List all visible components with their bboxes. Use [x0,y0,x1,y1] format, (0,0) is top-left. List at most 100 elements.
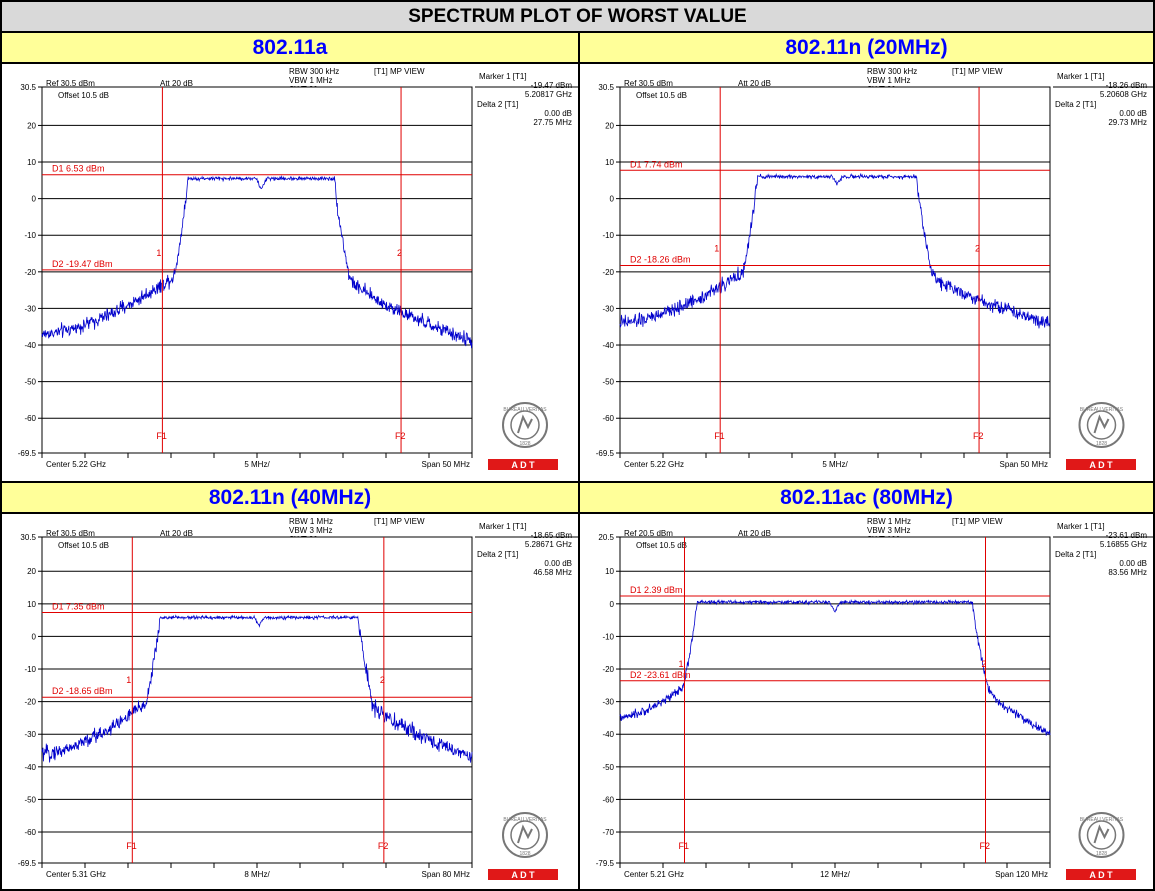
f1-label: F1 [126,841,137,851]
ref-label: Ref 20.5 dBm [624,529,673,538]
f2-label: F2 [395,431,406,441]
adt-badge-label: A D T [511,460,535,470]
logo-text: BUREAU VERITAS [1080,407,1124,413]
page-title: SPECTRUM PLOT OF WORST VALUE [2,2,1153,33]
marker1-label: Marker 1 [T1] [1057,522,1105,531]
span-label: Span 120 MHz [995,870,1048,879]
logo-text: BUREAU VERITAS [503,817,547,823]
d2-label: D2 -23.61 dBm [630,670,691,680]
y-tick-label: 30.5 [598,83,614,92]
rbw-label: RBW 1 MHz [867,517,911,526]
y-tick-label: -30 [602,698,614,707]
y-tick-label: -20 [24,268,36,277]
y-tick-label: -20 [602,665,614,674]
bureau-veritas-logo: BUREAU VERITAS 1828 [1078,812,1125,858]
y-tick-label: -50 [24,378,36,387]
y-tick-label: -69.5 [596,449,615,458]
d1-label: D1 6.53 dBm [52,164,105,174]
y-tick-label: -60 [24,414,36,423]
marker2-tag: 2 [975,243,980,253]
span-label: Span 50 MHz [422,460,470,469]
adt-badge [1066,869,1136,880]
delta2-freq: 83.56 MHz [1108,568,1147,577]
delta2-freq: 46.58 MHz [533,568,572,577]
d2-label: D2 -18.65 dBm [52,686,113,696]
spectrum-trace [619,598,1051,736]
f1-label: F1 [679,841,690,851]
div-label: 12 MHz/ [820,870,851,879]
y-tick-label: -30 [24,730,36,739]
rbw-label: RBW 1 MHz [289,517,333,526]
att-label: Att 20 dB [738,79,771,88]
marker1-value: -19.47 dBm [531,81,573,90]
y-tick-label: 0 [32,632,37,641]
marker2-tag: 2 [397,248,402,258]
marker1-label: Marker 1 [T1] [1057,72,1105,81]
marker1-value: -18.65 dBm [531,531,573,540]
plot-frame [41,536,473,864]
y-tick-label: -50 [602,763,614,772]
marker1-label: Marker 1 [T1] [479,72,527,81]
bureau-veritas-logo: BUREAU VERITAS 1828 [1078,402,1125,448]
f1-label: F1 [714,431,725,441]
marker1-tag: 1 [126,675,131,685]
logo-inner-ring [1086,820,1117,850]
y-tick-label: 0 [32,195,37,204]
y-tick-label: 10 [27,158,36,167]
delta2-label: Delta 2 [T1] [1055,100,1096,109]
plot-frame [619,86,1051,454]
delta2-value: 0.00 dB [1119,559,1147,568]
y-tick-label: 20.5 [598,533,614,542]
y-tick-label: -60 [24,828,36,837]
marker1-value: -18.26 dBm [1106,81,1148,90]
d1-label: D1 2.39 dBm [630,585,683,595]
logo-inner-ring [1086,410,1117,440]
logo-year: 1828 [1096,851,1107,857]
center-label: Center 5.22 GHz [46,460,106,469]
vbw-label: VBW 1 MHz [867,76,911,85]
adt-badge [488,459,558,470]
marker1-tag: 1 [714,243,719,253]
span-label: Span 80 MHz [422,870,470,879]
y-tick-label: -10 [24,231,36,240]
logo-year: 1828 [519,851,530,857]
div-label: 8 MHz/ [244,870,270,879]
marker1-label: Marker 1 [T1] [479,522,527,531]
delta2-value: 0.00 dB [544,559,572,568]
offset-label: Offset 10.5 dB [636,541,687,550]
rbw-label: RBW 300 kHz [867,67,917,76]
vbw-label: VBW 1 MHz [289,76,333,85]
rbw-label: RBW 300 kHz [289,67,339,76]
y-tick-label: 30.5 [20,533,36,542]
delta2-value: 0.00 dB [544,109,572,118]
y-tick-label: 30.5 [20,83,36,92]
spectrum-trace [41,614,473,763]
delta2-freq: 29.73 MHz [1108,118,1147,127]
y-tick-label: -10 [602,632,614,641]
d2-label: D2 -18.26 dBm [630,254,691,264]
marker1-freq: 5.20608 GHz [1100,90,1147,99]
div-label: 5 MHz/ [822,460,848,469]
cell-title: 802.11a [2,33,578,64]
spectrum-trace [41,174,473,349]
y-tick-label: -40 [602,341,614,350]
delta2-label: Delta 2 [T1] [477,100,518,109]
marker1-freq: 5.16855 GHz [1100,540,1147,549]
y-tick-label: -40 [24,763,36,772]
view-label: [T1] MP VIEW [952,67,1003,76]
marker1-tag: 1 [156,248,161,258]
y-tick-label: -20 [602,268,614,277]
vbw-label: VBW 3 MHz [289,526,333,535]
adt-badge-label: A D T [1089,870,1113,880]
ref-label: Ref 30.5 dBm [624,79,673,88]
y-tick-label: -50 [602,378,614,387]
logo-text: BUREAU VERITAS [503,407,547,413]
marker1-freq: 5.20817 GHz [525,90,572,99]
y-tick-label: -10 [602,231,614,240]
